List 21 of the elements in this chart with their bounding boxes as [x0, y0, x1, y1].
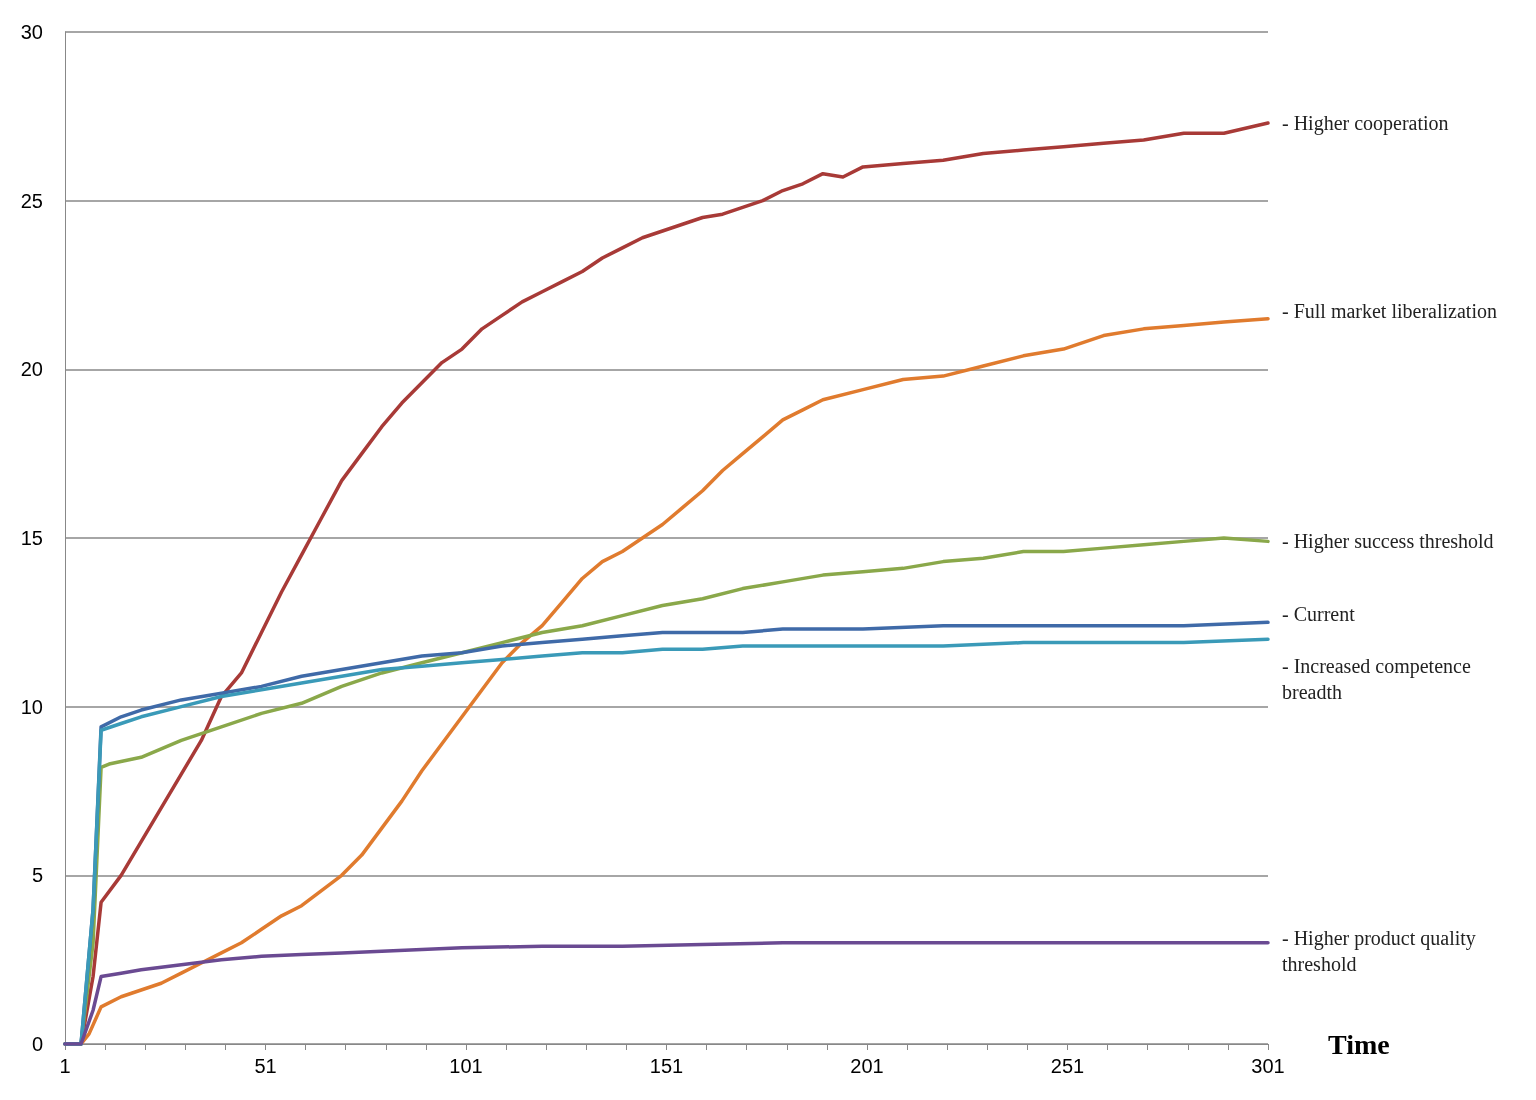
y-tick-label: 25 [20, 189, 43, 212]
x-tick-label: 101 [449, 1055, 483, 1077]
x-axis-title: Time [1328, 1028, 1390, 1060]
y-tick-label: 20 [20, 358, 43, 381]
series-label: - Higher cooperation [1282, 112, 1449, 136]
x-tick-label: 1 [59, 1055, 71, 1077]
x-tick-label: 51 [254, 1055, 277, 1077]
x-tick-label: 201 [850, 1055, 884, 1077]
x-tick-label: 301 [1251, 1055, 1285, 1077]
y-tick-label: 5 [31, 864, 43, 887]
series-label: - Increased competence breadth [1282, 655, 1476, 704]
y-tick-label: 0 [31, 1033, 43, 1055]
y-tick-label: 30 [20, 21, 43, 43]
series-label: - Higher product quality threshold [1282, 926, 1481, 975]
x-tick-label: 151 [649, 1055, 684, 1077]
y-tick-label: 10 [20, 695, 43, 718]
x-tick-label: 251 [1050, 1055, 1085, 1077]
series-label: - Higher success threshold [1282, 530, 1494, 554]
y-tick-label: 15 [20, 527, 43, 549]
series-label: - Current [1282, 603, 1356, 626]
series-label: - Full market liberalization [1282, 299, 1497, 322]
